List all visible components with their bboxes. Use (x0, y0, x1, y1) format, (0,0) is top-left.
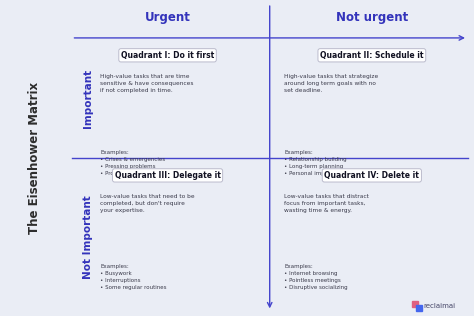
Text: Urgent: Urgent (145, 11, 191, 24)
Text: reclaimai: reclaimai (424, 303, 456, 309)
Text: Examples:
• Internet browsing
• Pointless meetings
• Disruptive socializing: Examples: • Internet browsing • Pointles… (284, 264, 347, 290)
Text: Examples:
• Busywork
• Interruptions
• Some regular routines: Examples: • Busywork • Interruptions • S… (100, 264, 167, 290)
Text: Not Important: Not Important (83, 195, 93, 279)
Text: Quadrant III: Delegate it: Quadrant III: Delegate it (115, 171, 220, 180)
Text: Quadrant II: Schedule it: Quadrant II: Schedule it (320, 51, 424, 60)
Text: Quadrant I: Do it first: Quadrant I: Do it first (121, 51, 214, 60)
Text: Low-value tasks that need to be
completed, but don't require
your expertise.: Low-value tasks that need to be complete… (100, 194, 195, 213)
Text: Important: Important (83, 68, 93, 128)
Text: Quadrant IV: Delete it: Quadrant IV: Delete it (324, 171, 419, 180)
Text: Low-value tasks that distract
focus from important tasks,
wasting time & energy.: Low-value tasks that distract focus from… (284, 194, 369, 213)
Text: Examples:
• Crises & emergencies
• Pressing problems
• Projects with deadlines: Examples: • Crises & emergencies • Press… (100, 150, 169, 176)
Text: High-value tasks that strategize
around long term goals with no
set deadline.: High-value tasks that strategize around … (284, 74, 378, 93)
Text: Not urgent: Not urgent (336, 11, 408, 24)
Text: High-value tasks that are time
sensitive & have consequences
if not completed in: High-value tasks that are time sensitive… (100, 74, 194, 93)
Text: Examples:
• Relationship building
• Long-term planning
• Personal improvement: Examples: • Relationship building • Long… (284, 150, 351, 176)
Text: The Eisenhower Matrix: The Eisenhower Matrix (27, 82, 40, 234)
